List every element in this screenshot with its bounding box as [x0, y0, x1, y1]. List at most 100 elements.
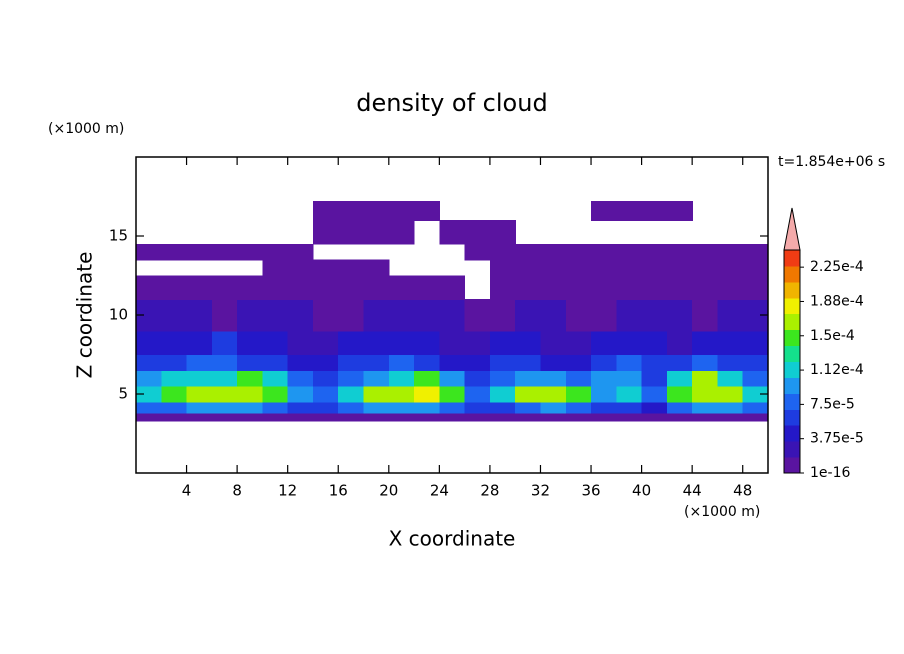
contour-cell	[641, 412, 668, 422]
contour-cell	[338, 201, 365, 221]
contour-cell	[515, 275, 542, 300]
contour-cell	[717, 386, 744, 403]
contour-cell	[262, 299, 289, 332]
contour-cell	[742, 259, 769, 277]
contour-cell	[717, 275, 744, 300]
contour-cell	[237, 243, 263, 261]
contour-cell	[591, 330, 617, 356]
contour-cell	[161, 412, 188, 422]
colorbar-tick-label: 7.5e-5	[810, 396, 855, 412]
contour-cell	[489, 259, 516, 277]
contour-cell	[464, 370, 491, 387]
colorbar-tick-label: 3.75e-5	[810, 431, 864, 447]
x-tick-label: 48	[733, 482, 752, 500]
contour-cell	[161, 354, 188, 371]
contour-cell	[692, 299, 719, 332]
contour-cell	[414, 330, 440, 356]
contour-cell	[616, 386, 643, 403]
contour-cell	[591, 354, 617, 371]
contour-cell	[717, 299, 744, 332]
colorbar-frame	[783, 249, 801, 474]
contour-cell	[692, 243, 719, 261]
contour-cell	[591, 299, 617, 332]
contour-cell	[666, 401, 693, 414]
contour-cell	[489, 220, 516, 245]
colorbar-band	[784, 425, 800, 442]
contour-cell	[211, 299, 238, 332]
contour-cell	[338, 412, 365, 422]
chart-title: density of cloud	[356, 89, 547, 117]
contour-cell	[186, 370, 213, 387]
contour-cell	[565, 330, 592, 356]
contour-cell	[136, 386, 162, 403]
contour-cell	[237, 386, 263, 403]
x-tick-label: 36	[581, 482, 600, 500]
contour-cell	[312, 330, 339, 356]
colorbar-extension	[783, 207, 801, 251]
contour-cell	[616, 354, 643, 371]
contour-cell	[136, 330, 162, 356]
contour-cell	[439, 220, 466, 245]
colorbar-tick-label: 1.5e-4	[810, 328, 855, 344]
contour-cell	[338, 401, 365, 414]
contour-cell	[287, 401, 314, 414]
contour-cell	[414, 401, 440, 414]
contour-cell	[439, 299, 466, 332]
contour-cell	[186, 354, 213, 371]
contour-cell	[439, 370, 466, 387]
colorbar-tick-label: 1.12e-4	[810, 362, 864, 378]
contour-cell	[565, 243, 592, 261]
contour-cell	[388, 386, 415, 403]
contour-cell	[591, 386, 617, 403]
contour-cell	[540, 330, 567, 356]
contour-cell	[540, 370, 567, 387]
contour-cell	[717, 330, 744, 356]
contour-cell	[565, 259, 592, 277]
contour-cell	[338, 299, 365, 332]
contour-cell	[489, 330, 516, 356]
contour-cell	[464, 243, 491, 261]
contour-cell	[287, 370, 314, 387]
contour-cell	[591, 259, 617, 277]
contour-cell	[338, 275, 365, 300]
contour-cell	[489, 401, 516, 414]
contour-cell	[237, 299, 263, 332]
contour-cell	[388, 275, 415, 300]
x-tick-label: 12	[278, 482, 297, 500]
contour-cell	[237, 354, 263, 371]
contour-cell	[237, 412, 263, 422]
x-tick-label: 40	[632, 482, 651, 500]
contour-cell	[717, 259, 744, 277]
contour-cell	[565, 412, 592, 422]
contour-cell	[363, 330, 390, 356]
contour-cell	[742, 401, 769, 414]
contour-cell	[338, 220, 365, 245]
contour-cell	[666, 330, 693, 356]
contour-cell	[186, 386, 213, 403]
contour-cell	[641, 386, 668, 403]
y-tick-label: 10	[109, 306, 128, 324]
contour-cell	[616, 330, 643, 356]
contour-cell	[591, 401, 617, 414]
contour-cell	[666, 299, 693, 332]
colorbar-band	[784, 250, 800, 267]
colorbar-tick-label: 1e-16	[810, 465, 850, 481]
contour-cell	[591, 370, 617, 387]
contour-cell	[616, 243, 643, 261]
x-tick-label: 20	[379, 482, 398, 500]
colorbar-band	[784, 409, 800, 426]
contour-cell	[641, 330, 668, 356]
contour-cell	[287, 243, 314, 261]
colorbar-band	[784, 361, 800, 378]
contour-cell	[439, 401, 466, 414]
contour-cell	[515, 412, 542, 422]
contour-cell	[287, 275, 314, 300]
contour-cell	[262, 243, 289, 261]
contour-cell	[388, 354, 415, 371]
contour-cell	[692, 354, 719, 371]
contour-cell	[287, 412, 314, 422]
contour-cell	[363, 275, 390, 300]
contour-cell	[388, 412, 415, 422]
contour-cell	[591, 201, 617, 221]
contour-cell	[464, 386, 491, 403]
